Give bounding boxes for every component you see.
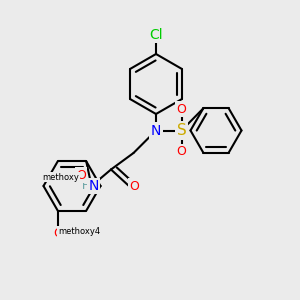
Text: O: O	[130, 179, 139, 193]
Text: N: N	[151, 124, 161, 137]
Text: O: O	[53, 227, 63, 240]
Text: O: O	[76, 169, 86, 182]
Text: O: O	[177, 103, 186, 116]
Text: N: N	[89, 179, 99, 193]
Text: methoxy4: methoxy4	[58, 227, 100, 236]
Text: Cl: Cl	[149, 28, 163, 42]
Text: H: H	[82, 181, 90, 191]
Text: S: S	[177, 123, 186, 138]
Text: methoxy: methoxy	[42, 172, 79, 182]
Text: O: O	[177, 145, 186, 158]
